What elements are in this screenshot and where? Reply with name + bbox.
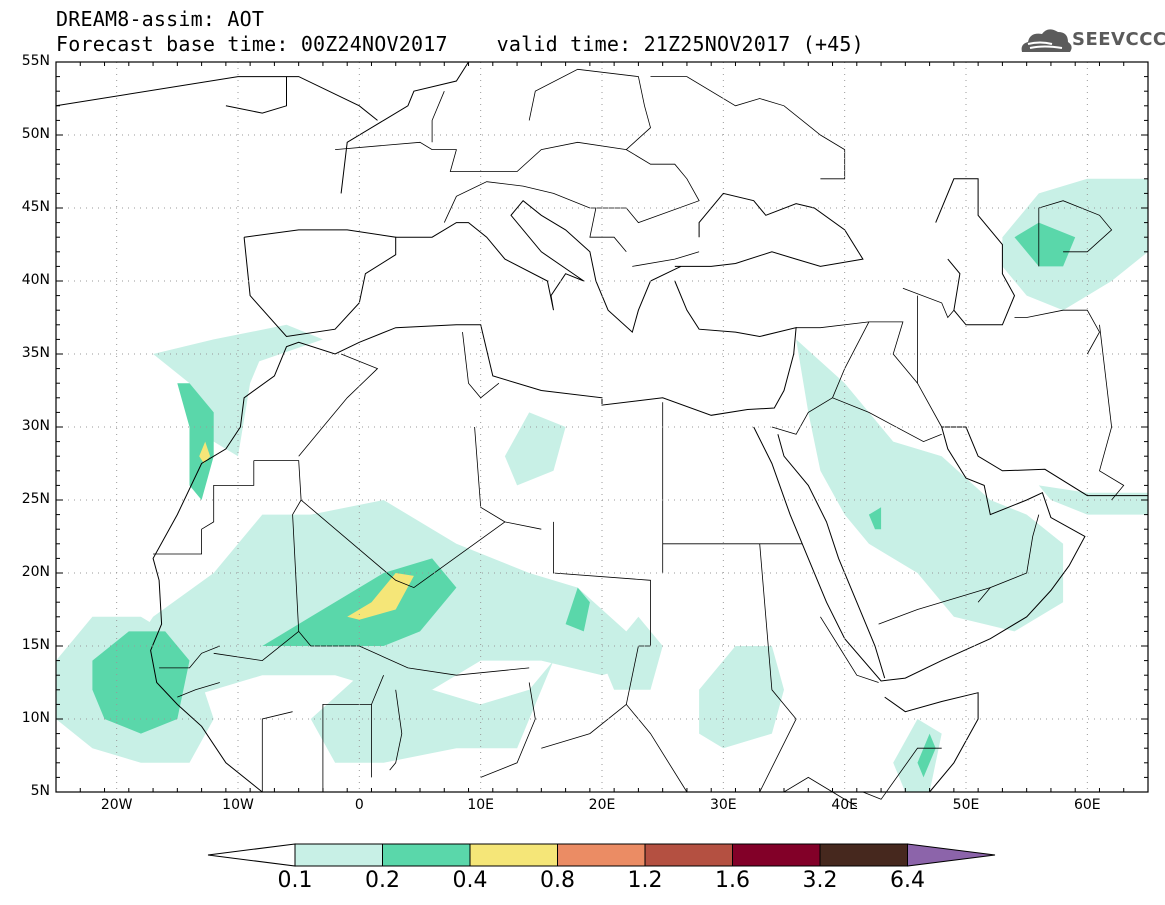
colorbar-label: 0.4 [452, 868, 488, 893]
colorbar-segment [819, 843, 908, 867]
colorbar-label: 3.2 [802, 868, 838, 893]
colorbar-segment [294, 843, 383, 867]
colorbar-label: 0.2 [365, 868, 400, 893]
lat-tick-label: 15N [21, 637, 50, 653]
lat-tick-label: 35N [21, 345, 50, 361]
lon-tick-label: 30E [709, 797, 737, 813]
lat-tick-label: 20N [21, 564, 50, 580]
map-title: DREAM8-assim: AOT [56, 7, 265, 31]
logo-text: SEEVCCC [1072, 29, 1165, 50]
lon-tick-label: 0 [354, 797, 364, 813]
lat-tick-label: 30N [21, 418, 50, 434]
colorbar-label: 1.2 [627, 868, 663, 893]
colorbar-segment [732, 843, 821, 867]
colorbar-label: 0.1 [277, 868, 313, 893]
lat-tick-label: 45N [21, 199, 50, 215]
lat-tick-label: 10N [21, 710, 50, 726]
lon-tick-label: 60E [1073, 797, 1101, 813]
lon-tick-label: 20W [100, 797, 133, 813]
lon-tick-label: 10E [467, 797, 494, 813]
coastlines-borders [55, 61, 1148, 807]
lat-tick-label: 25N [21, 491, 50, 507]
colorbar-label: 6.4 [890, 868, 925, 893]
lat-tick-label: 5N [30, 783, 50, 799]
lon-tick-label: 50E [952, 797, 980, 813]
lon-tick-label: 10W [222, 797, 254, 813]
lat-tick-label: 40N [21, 272, 50, 288]
lon-tick-label: 40E [831, 797, 858, 813]
cloud-icon [1021, 29, 1072, 52]
lon-tick-label: 20E [588, 797, 616, 813]
colorbar-label: 1.6 [715, 868, 750, 893]
axis-ticks [55, 61, 1149, 793]
colorbar-segment [469, 843, 558, 867]
forecast-time-line: Forecast base time: 00Z24NOV2017 valid t… [56, 32, 864, 56]
colorbar-segment [557, 843, 646, 867]
colorbar-label: 0.8 [540, 868, 575, 893]
colorbar-under-arrow [207, 843, 296, 867]
colorbar-over-arrow [907, 843, 996, 867]
colorbar-segment [644, 843, 733, 867]
lat-tick-label: 55N [21, 53, 50, 69]
lat-tick-label: 50N [21, 126, 50, 142]
colorbar-segment [382, 843, 471, 867]
